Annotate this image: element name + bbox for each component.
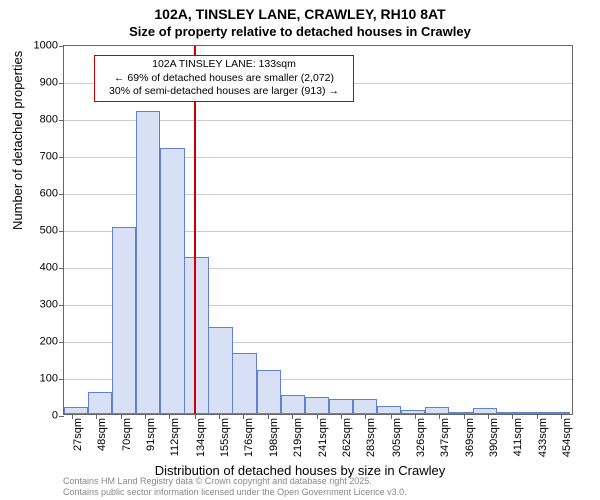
histogram-bar: [208, 327, 232, 414]
x-tick-label: 48sqm: [96, 418, 108, 451]
histogram-bar: [305, 397, 329, 414]
plot-area: 0100200300400500600700800900100027sqm48s…: [63, 45, 573, 415]
histogram-bar: [257, 370, 281, 414]
x-tick-label: 390sqm: [488, 418, 500, 457]
footer-attribution: Contains HM Land Registry data © Crown c…: [63, 476, 407, 498]
histogram-bar: [425, 407, 449, 414]
histogram-bar: [160, 148, 184, 414]
y-tick-label: 300: [24, 300, 64, 311]
histogram-bar: [88, 392, 112, 414]
histogram-bar: [112, 227, 136, 414]
x-tick-label: 241sqm: [317, 418, 329, 457]
histogram-bar: [64, 407, 88, 414]
chart-title-sub: Size of property relative to detached ho…: [0, 24, 600, 39]
x-tick-label: 70sqm: [121, 418, 133, 451]
histogram-bar: [136, 111, 160, 414]
y-tick-label: 1000: [24, 41, 64, 52]
x-tick-label: 134sqm: [195, 418, 207, 457]
y-axis-label: Number of detached properties: [10, 51, 25, 230]
x-tick-label: 91sqm: [145, 418, 157, 451]
chart-title-main: 102A, TINSLEY LANE, CRAWLEY, RH10 8AT: [0, 6, 600, 22]
histogram-bar: [401, 410, 425, 414]
x-tick-label: 433sqm: [537, 418, 549, 457]
x-tick-label: 198sqm: [268, 418, 280, 457]
annotation-line1: 102A TINSLEY LANE: 133sqm: [99, 58, 349, 72]
histogram-bar: [281, 395, 305, 414]
histogram-bar: [473, 408, 497, 414]
y-tick-label: 800: [24, 115, 64, 126]
chart-container: 102A, TINSLEY LANE, CRAWLEY, RH10 8AT Si…: [0, 0, 600, 500]
y-tick-label: 900: [24, 78, 64, 89]
footer-line2: Contains public sector information licen…: [63, 487, 407, 498]
y-tick-label: 600: [24, 189, 64, 200]
annotation-box: 102A TINSLEY LANE: 133sqm ← 69% of detac…: [94, 55, 354, 102]
x-tick-label: 27sqm: [72, 418, 84, 451]
y-tick-label: 700: [24, 152, 64, 163]
x-tick-label: 112sqm: [169, 418, 181, 456]
x-tick-label: 176sqm: [243, 418, 255, 457]
histogram-bar: [449, 412, 473, 414]
histogram-bar: [184, 257, 208, 414]
annotation-line2: ← 69% of detached houses are smaller (2,…: [99, 72, 349, 86]
x-tick-label: 305sqm: [391, 418, 403, 457]
histogram-bar: [377, 406, 401, 414]
x-tick-label: 326sqm: [415, 418, 427, 457]
histogram-bar: [497, 412, 521, 414]
y-tick-label: 100: [24, 374, 64, 385]
x-tick-label: 262sqm: [341, 418, 353, 457]
x-tick-label: 454sqm: [561, 418, 573, 457]
histogram-bar: [353, 399, 377, 414]
histogram-bar: [545, 412, 569, 414]
x-tick-label: 283sqm: [365, 418, 377, 457]
y-tick-label: 0: [24, 411, 64, 422]
histogram-bar: [329, 399, 353, 414]
x-tick-label: 219sqm: [292, 418, 304, 457]
x-tick-label: 155sqm: [219, 418, 231, 457]
y-tick-label: 500: [24, 226, 64, 237]
y-tick-label: 200: [24, 337, 64, 348]
y-tick-label: 400: [24, 263, 64, 274]
histogram-bar: [521, 412, 545, 414]
x-tick-label: 411sqm: [512, 418, 524, 456]
histogram-bar: [232, 353, 256, 414]
x-tick-label: 347sqm: [439, 418, 451, 457]
x-tick-label: 369sqm: [464, 418, 476, 457]
footer-line1: Contains HM Land Registry data © Crown c…: [63, 476, 407, 487]
annotation-line3: 30% of semi-detached houses are larger (…: [99, 85, 349, 99]
